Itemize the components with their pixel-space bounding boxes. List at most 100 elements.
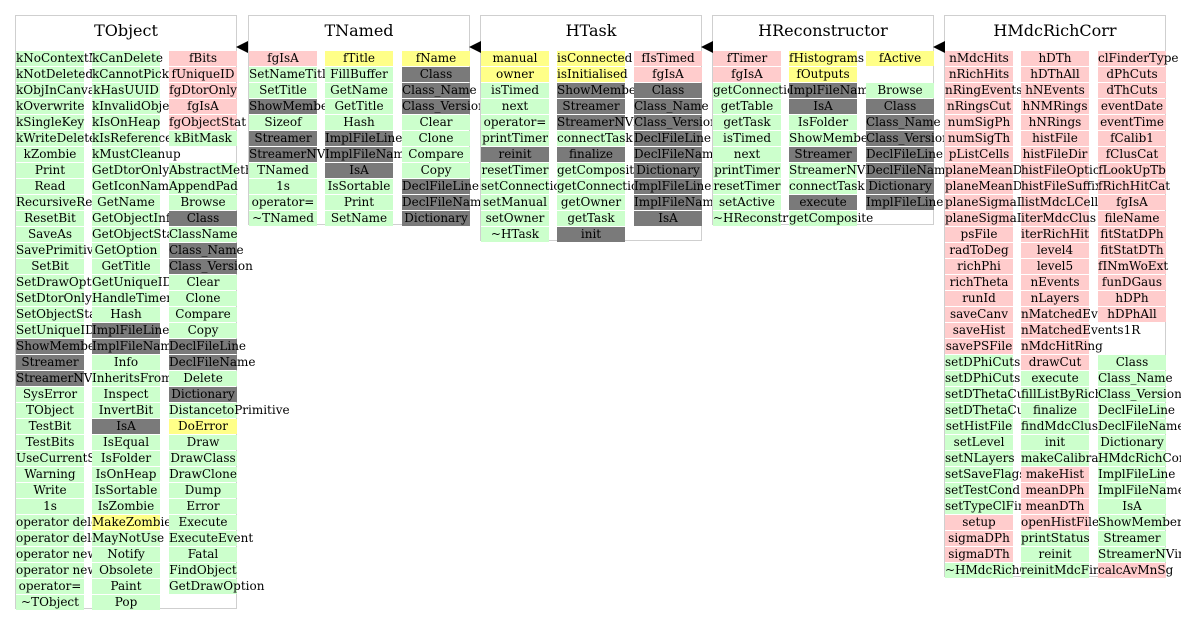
member-item: histFileOption xyxy=(1021,163,1108,178)
member-item: Write xyxy=(16,483,84,498)
member-item: ~HReconstructor xyxy=(713,211,821,226)
member-item: reinit xyxy=(1021,547,1089,562)
member-item: ShowMembers xyxy=(1098,515,1181,530)
member-item: fileName xyxy=(1098,211,1166,226)
member-item: DeclFileLine xyxy=(634,131,712,146)
member-item: GetName xyxy=(92,195,160,210)
member-item: ImplFileName xyxy=(325,147,412,162)
member-item: Clone xyxy=(169,291,237,306)
member-item: Dump xyxy=(169,483,237,498)
member-item: ShowMembers xyxy=(16,339,107,354)
member-item: setDThetaCuts xyxy=(945,387,1036,402)
member-item: ImplFileName xyxy=(634,195,721,210)
member-item: GetObjectStat xyxy=(92,227,179,242)
member-item: IsA xyxy=(92,419,160,434)
member-item: hNRings xyxy=(1021,115,1089,130)
member-item: StreamerNVirtual xyxy=(1098,547,1181,562)
member-item: Dictionary xyxy=(402,211,470,226)
member-item: fTimer xyxy=(713,51,781,66)
member-item: Streamer xyxy=(789,147,857,162)
method-column: isConnected isInitialised ShowMembers Strea… xyxy=(557,51,666,243)
member-item: IsA xyxy=(789,99,857,114)
member-item: operator delete xyxy=(16,515,111,530)
member-item: hDThAll xyxy=(1021,67,1089,82)
member-item: runId xyxy=(945,291,1013,306)
member-item: IsOnHeap xyxy=(92,467,160,482)
member-item: Class_Version xyxy=(402,99,486,114)
member-item: ~HMdcRichCorr xyxy=(945,563,1048,578)
member-item: Class xyxy=(634,83,702,98)
member-item: Class xyxy=(1098,355,1166,370)
member-item: IsZombie xyxy=(92,499,160,514)
member-item: DeclFileLine xyxy=(866,147,944,162)
member-item: resetTimer xyxy=(713,179,781,194)
member-item: nRichHits xyxy=(945,67,1013,82)
member-item: ShowMembers xyxy=(789,131,880,146)
member-item: fgIsA xyxy=(169,99,237,114)
member-item: StreamerNVirtual xyxy=(789,163,899,178)
member-item: setup xyxy=(945,515,1013,530)
member-item: fINmWoExt xyxy=(1098,259,1169,274)
member-item: owner xyxy=(481,67,549,82)
member-item: next xyxy=(481,99,549,114)
member-item: manual xyxy=(481,51,549,66)
member-item: Read xyxy=(16,179,84,194)
member-item: fClusCat xyxy=(1098,147,1166,162)
member-item: Sizeof xyxy=(249,115,317,130)
member-item: richPhi xyxy=(945,259,1013,274)
member-item: Notify xyxy=(92,547,160,562)
member-item: Class_Name xyxy=(402,83,477,98)
member-item: hDPh xyxy=(1098,291,1166,306)
member-item: 1s xyxy=(249,179,317,194)
member-item: UseCurrentStyle xyxy=(16,451,119,466)
member-item: funDGaus xyxy=(1098,275,1166,290)
member-item: ImplFileLine xyxy=(92,323,170,338)
member-item: ResetBit xyxy=(16,211,84,226)
member-item: fActive xyxy=(866,51,934,66)
member-item: calcAvMnSg xyxy=(1098,563,1174,578)
member-item: SaveAs xyxy=(16,227,84,242)
member-item: FillBuffer xyxy=(325,67,393,82)
member-item: Compare xyxy=(169,307,237,322)
method-column: nMdcHits nRichHits nRingEvents nRingsCut num… xyxy=(945,51,1055,579)
member-item: DeclFileName xyxy=(1098,419,1181,434)
member-item: setSaveFlags xyxy=(945,467,1026,482)
class-title: TNamed xyxy=(324,21,394,40)
member-item: 1s xyxy=(16,499,84,514)
member-item: kMustCleanup xyxy=(92,147,181,162)
member-item: clFinderType xyxy=(1098,51,1179,66)
member-item: init xyxy=(557,227,625,242)
member-item: ImplFileName xyxy=(1098,483,1181,498)
member-item: sigmaDTh xyxy=(945,547,1013,562)
member-item: Class_Name xyxy=(634,99,709,114)
member-item: findMdcClusters xyxy=(1021,419,1122,434)
member-item: operator new[] xyxy=(16,563,107,578)
member-spacer xyxy=(1098,323,1166,338)
member-item: resetTimer xyxy=(481,163,549,178)
member-item: Clear xyxy=(169,275,237,290)
member-item: Obsolete xyxy=(92,563,160,578)
member-item: radToDeg xyxy=(945,243,1013,258)
member-item: isInitialised xyxy=(557,67,628,82)
member-item: GetIconName xyxy=(92,179,177,194)
member-item: GetName xyxy=(325,83,393,98)
member-item: planeMeanDTh xyxy=(945,179,1039,194)
member-item: richTheta xyxy=(945,275,1013,290)
member-item: fTitle xyxy=(325,51,393,66)
class-title: TObject xyxy=(94,21,158,40)
member-item: Copy xyxy=(169,323,237,338)
member-item: SysError xyxy=(16,387,84,402)
member-item: getComposite xyxy=(789,211,874,226)
member-item: nRingEvents xyxy=(945,83,1023,98)
member-item: nMdcHits xyxy=(945,51,1013,66)
member-item: kSingleKey xyxy=(16,115,85,130)
member-item: fHistograms xyxy=(789,51,865,66)
member-item: reinitMdcFinder xyxy=(1021,563,1122,578)
member-item: GetTitle xyxy=(92,259,160,274)
member-item: SetDrawOption xyxy=(16,275,111,290)
member-item: fUniqueID xyxy=(169,67,237,82)
member-item: iterRichHit xyxy=(1021,227,1089,242)
member-item: Print xyxy=(16,163,84,178)
member-item: init xyxy=(1021,435,1089,450)
method-column: fActive Browse Class Class_Name Class_Versio… xyxy=(866,51,953,211)
